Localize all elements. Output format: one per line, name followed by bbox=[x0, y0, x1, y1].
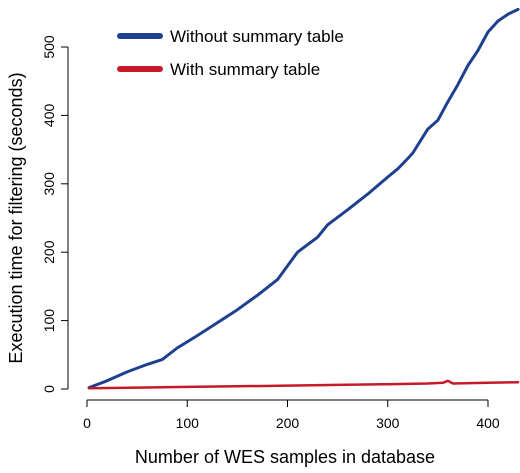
x-ticks: 0 100 200 300 400 bbox=[83, 400, 500, 431]
y-tick-label: 300 bbox=[41, 172, 57, 196]
y-tick-label: 100 bbox=[41, 309, 57, 333]
y-tick-label: 400 bbox=[41, 104, 57, 128]
y-tick-label: 0 bbox=[41, 385, 57, 393]
x-tick-label: 0 bbox=[83, 415, 91, 431]
y-tick-label: 500 bbox=[41, 35, 57, 59]
series-line-without-summary bbox=[87, 7, 520, 390]
y-tick-label: 200 bbox=[41, 240, 57, 264]
legend-label-with-summary: With summary table bbox=[170, 60, 320, 79]
legend-label-without-summary: Without summary table bbox=[170, 27, 344, 46]
axes bbox=[67, 47, 488, 401]
y-ticks: 0 100 200 300 400 500 bbox=[41, 35, 68, 393]
x-axis-title: Number of WES samples in database bbox=[135, 447, 435, 467]
series-lines bbox=[87, 7, 520, 390]
x-tick-label: 100 bbox=[176, 415, 200, 431]
y-axis-title: Execution time for filtering (seconds) bbox=[6, 72, 26, 363]
x-tick-label: 200 bbox=[276, 415, 300, 431]
x-tick-label: 300 bbox=[376, 415, 400, 431]
x-tick-label: 400 bbox=[476, 415, 500, 431]
legend: Without summary table With summary table bbox=[117, 27, 344, 79]
series-line-with-summary bbox=[87, 379, 520, 390]
